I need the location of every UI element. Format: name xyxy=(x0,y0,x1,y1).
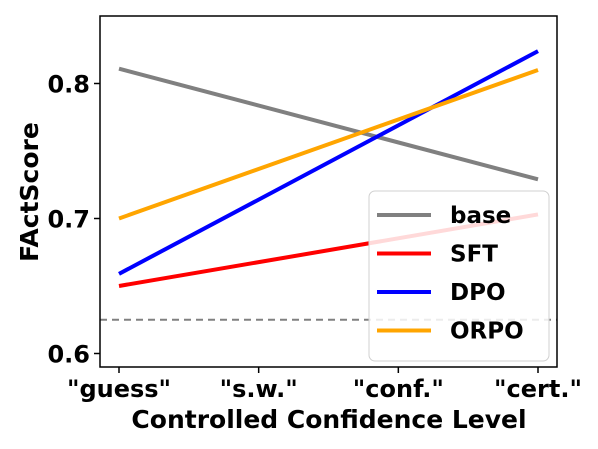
legend-label-base: base xyxy=(450,203,511,229)
x-tick-label: "conf." xyxy=(353,375,444,403)
axes-layer: 0.6 0.7 0.8 "guess" "s.w." "conf." "cert." xyxy=(47,15,582,403)
x-tick-label: "s.w." xyxy=(220,375,298,403)
x-axis-title: Controlled Confidence Level xyxy=(131,405,526,434)
legend: base SFT DPO ORPO xyxy=(368,190,550,362)
series-line-base xyxy=(118,66,539,182)
x-tick-label: "guess" xyxy=(67,375,171,403)
y-tick-label: 0.8 xyxy=(47,71,90,99)
y-tick-label: 0.7 xyxy=(47,206,90,234)
y-axis-title: FActScore xyxy=(15,122,44,262)
series-line-dpo xyxy=(118,49,539,276)
legend-label-orpo: ORPO xyxy=(450,319,524,345)
legend-box xyxy=(368,190,550,362)
y-tick-label: 0.6 xyxy=(47,341,90,369)
x-tick-label: "cert." xyxy=(494,375,582,403)
legend-label-dpo: DPO xyxy=(450,280,506,306)
legend-label-sft: SFT xyxy=(450,242,498,268)
series-line-orpo xyxy=(118,68,539,221)
plot-frame xyxy=(99,15,558,368)
